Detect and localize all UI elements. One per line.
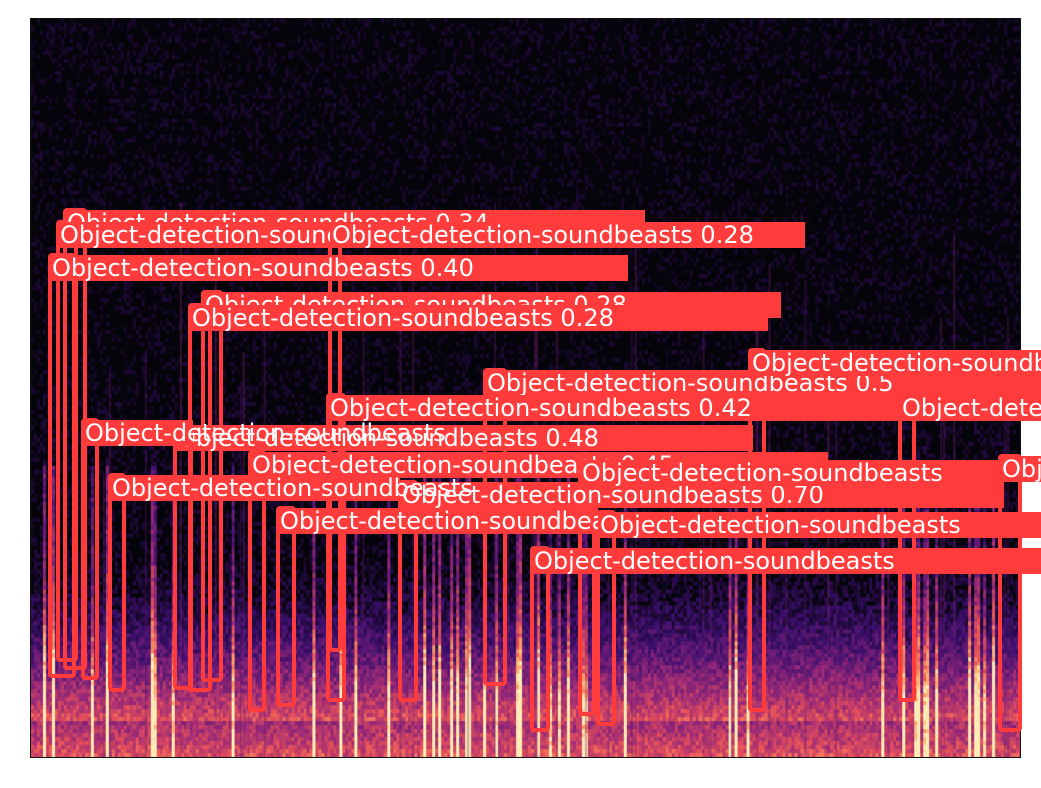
- spectrogram-image: [31, 19, 1020, 757]
- spectrogram-plot: [30, 18, 1021, 758]
